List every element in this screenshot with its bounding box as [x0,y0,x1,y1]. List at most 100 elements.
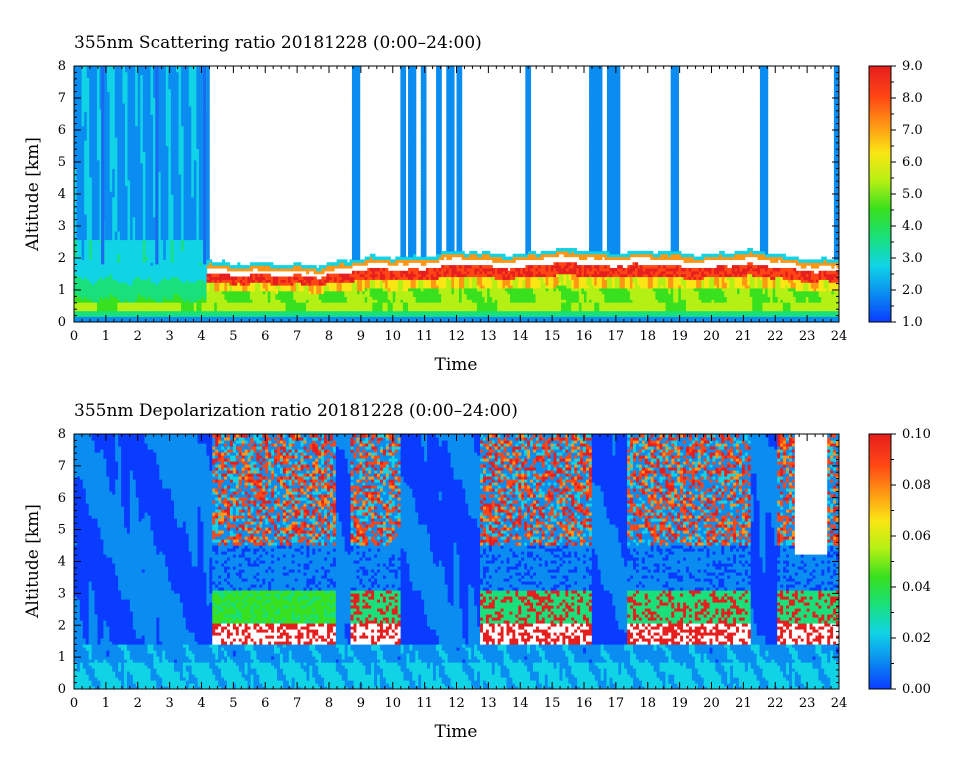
heatmap-cell [74,120,78,124]
heatmap-cell [112,273,116,278]
heatmap-cell [153,134,157,138]
heatmap-cell [104,111,108,115]
heatmap-cell [181,162,185,167]
heatmap-cell [114,233,118,238]
heatmap-cell [122,265,126,269]
heatmap-cell [107,267,111,272]
heatmap-cell [112,145,116,150]
heatmap-cell [109,265,113,269]
heatmap-cell [74,91,78,96]
heatmap-cell [158,282,162,286]
heatmap-cell [176,91,180,96]
heatmap-cell [153,282,157,286]
heatmap-cell [163,176,167,181]
heatmap-cell [74,148,78,152]
heatmap-cell [145,179,149,184]
heatmap-cell [160,194,164,198]
heatmap-cell [147,108,152,113]
heatmap-cell [160,213,164,218]
heatmap-cell [176,88,180,93]
heatmap-cell [79,293,83,297]
heatmap-cell [158,208,162,212]
heatmap-cell [150,248,154,252]
heatmap-cell [76,120,80,124]
heatmap-cell [74,208,78,212]
heatmap-cell [173,148,177,152]
heatmap-cell [109,168,113,172]
heatmap-cell [137,151,141,155]
heatmap-cell [81,100,85,104]
heatmap-cell [137,202,141,206]
heatmap-cell [81,157,85,161]
heatmap-cell [86,290,90,295]
heatmap-cell [86,111,90,115]
heatmap-cell [147,225,152,229]
heatmap-cell [119,128,124,133]
heatmap-cell [112,313,116,317]
heatmap-cell [122,290,126,295]
heatmap-cell [176,128,180,133]
heatmap-cell [181,307,185,312]
heatmap-cell [132,211,136,215]
heatmap-cell [147,302,152,306]
heatmap-cell [181,282,185,286]
heatmap-cell [155,279,159,283]
heatmap-cell [84,256,88,261]
heatmap-cell [125,299,129,303]
heatmap-cell [96,105,101,110]
heatmap-cell [102,279,106,283]
heatmap-cell [104,148,108,152]
heatmap-cell [84,85,88,90]
heatmap-cell [145,74,149,78]
heatmap-cell [89,142,93,147]
heatmap-cell [99,267,103,272]
heatmap-cell [114,202,118,206]
heatmap-cell [132,236,136,241]
heatmap-cell [109,245,113,249]
heatmap-cell [114,245,118,249]
heatmap-cell [170,131,175,135]
heatmap-cell [91,145,95,150]
heatmap-cell [125,114,129,118]
heatmap-cell [109,282,113,286]
heatmap-cell [84,71,88,76]
heatmap-cell [173,296,177,300]
heatmap-cell [158,191,162,195]
heatmap-cell [94,250,98,255]
heatmap-cell [122,259,126,263]
heatmap-cell [94,216,98,221]
heatmap-cell [147,134,152,138]
heatmap-cell [122,239,126,243]
heatmap-cell [165,256,169,261]
heatmap-cell [153,85,157,90]
heatmap-cell [135,125,139,130]
heatmap-cell [99,102,103,107]
heatmap-cell [150,282,154,286]
heatmap-cell [145,137,149,141]
heatmap-cell [112,125,116,130]
heatmap-cell [158,313,162,317]
heatmap-cell [112,233,116,238]
heatmap-cell [135,80,139,84]
heatmap-cell [181,213,185,218]
heatmap-cell [160,239,164,243]
heatmap-cell [170,208,175,212]
heatmap-cell [91,168,95,172]
heatmap-cell [86,256,90,261]
heatmap-cell [104,85,108,90]
heatmap-cell [173,230,177,235]
heatmap-cell [91,68,95,73]
heatmap-cell [99,228,103,232]
heatmap-cell [130,137,134,141]
heatmap-cell [140,176,144,181]
heatmap-cell [181,250,185,255]
heatmap-cell [173,265,177,269]
heatmap-cell [168,296,172,300]
heatmap-cell [140,276,144,280]
heatmap-cell [104,242,108,246]
heatmap-cell [79,134,83,138]
heatmap-cell [135,239,139,243]
heatmap-cell [117,174,121,178]
heatmap-cell [132,102,136,107]
heatmap-cell [96,216,101,221]
